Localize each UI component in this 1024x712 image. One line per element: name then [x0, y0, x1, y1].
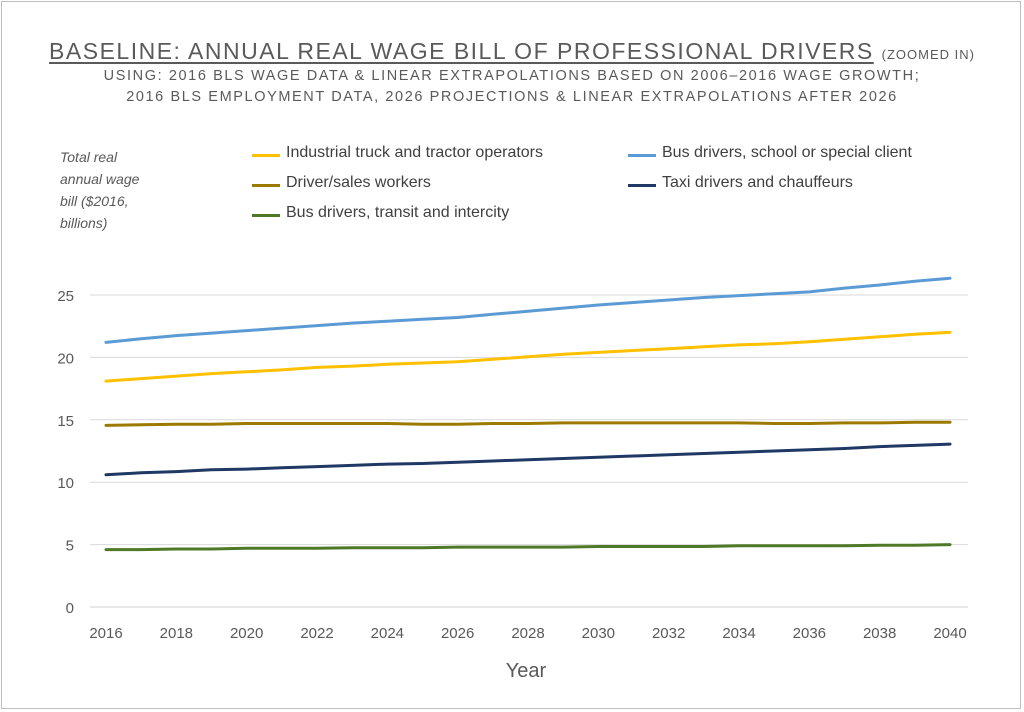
x-tick-label-2028: 2028	[511, 625, 544, 642]
x-tick-label-2026: 2026	[441, 625, 474, 642]
legend-label-3: Driver/sales workers	[286, 174, 431, 191]
series-line-5	[104, 543, 952, 552]
x-tick-label-2020: 2020	[230, 625, 263, 642]
legend-swatch-1	[252, 154, 280, 157]
series-line-2	[104, 276, 952, 344]
x-tick-label-2034: 2034	[722, 625, 755, 642]
series-line-4	[104, 442, 952, 477]
x-tick-label-2040: 2040	[933, 625, 966, 642]
legend-label-1: Industrial truck and tractor operators	[286, 144, 544, 161]
x-tick-label-2018: 2018	[160, 625, 193, 642]
legend-label-4: Taxi drivers and chauffeurs	[662, 174, 853, 191]
legend-swatch-4	[628, 184, 656, 187]
chart-subtitle-line-2: 2016 BLS EMPLOYMENT DATA, 2026 PROJECTIO…	[126, 89, 898, 105]
x-tick-label-2030: 2030	[582, 625, 615, 642]
y-tick-label-10: 10	[57, 475, 74, 492]
y-axis-label: Total real annual wage bill ($2016, bill…	[60, 149, 140, 231]
y-tick-label-20: 20	[57, 350, 74, 367]
x-tick-label-2038: 2038	[863, 625, 896, 642]
legend-swatch-2	[628, 154, 656, 157]
chart-title: BASELINE: ANNUAL REAL WAGE BILL OF PROFE…	[0, 38, 1024, 65]
y-tick-label-25: 25	[57, 288, 74, 305]
legend-swatch-3	[252, 184, 280, 187]
chart-title-suffix: (ZOOMED IN)	[881, 47, 975, 62]
chart-subtitle-line-1: USING: 2016 BLS WAGE DATA & LINEAR EXTRA…	[103, 68, 921, 84]
x-tick-label-2032: 2032	[652, 625, 685, 642]
x-tick-label-2022: 2022	[300, 625, 333, 642]
legend-label-5: Bus drivers, transit and intercity	[286, 204, 510, 221]
x-tick-label-2036: 2036	[793, 625, 826, 642]
legend-label-2: Bus drivers, school or special client	[662, 144, 912, 161]
y-tick-label-5: 5	[66, 538, 74, 555]
x-tick-label-2024: 2024	[371, 625, 404, 642]
y-tick-label-15: 15	[57, 413, 74, 430]
x-axis-label: Year	[506, 660, 547, 682]
x-tick-label-2016: 2016	[89, 625, 122, 642]
chart-title-main: BASELINE: ANNUAL REAL WAGE BILL OF PROFE…	[49, 38, 874, 64]
legend-swatch-5	[252, 214, 280, 217]
y-tick-label-0: 0	[66, 600, 74, 617]
series-line-1	[104, 330, 952, 383]
series-line-3	[104, 420, 952, 427]
